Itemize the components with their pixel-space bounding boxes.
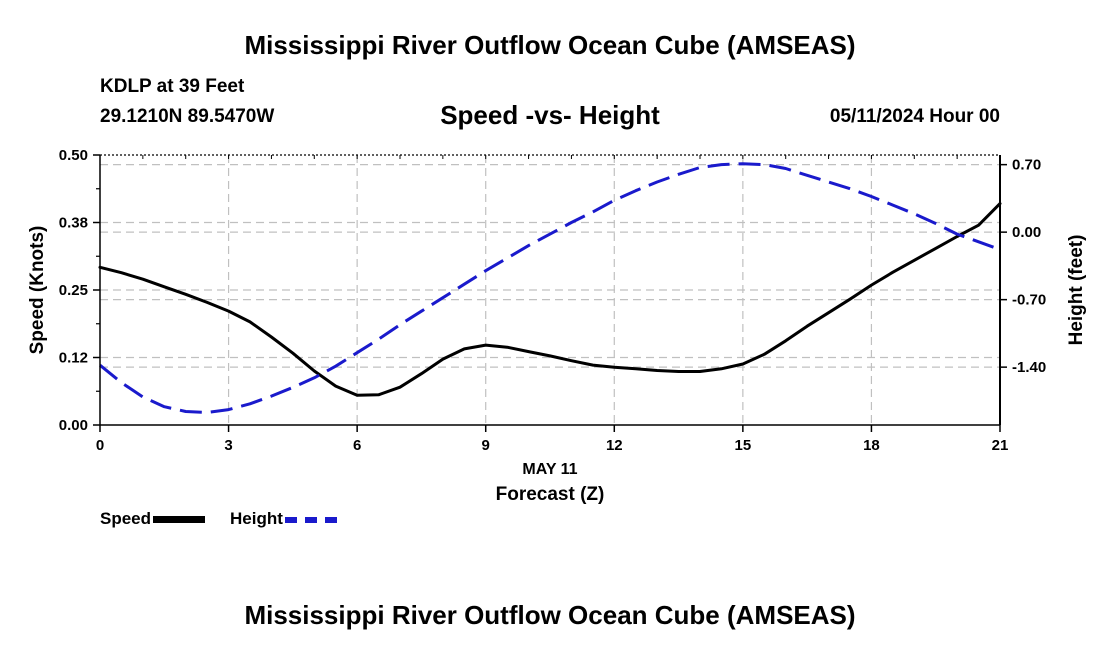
x-tick-label: 9 (482, 437, 490, 454)
legend-speed: Speed (100, 509, 206, 529)
y-left-tick-label: 0.38 (59, 215, 88, 232)
y-left-tick-label: 0.25 (59, 282, 88, 299)
series-layer (98, 162, 1002, 414)
frame-layer (93, 154, 1007, 432)
y-left-tick-label: 0.12 (59, 350, 88, 367)
x-tick-label: 0 (96, 437, 104, 454)
station-label: KDLP at 39 Feet (100, 76, 245, 97)
y-left-tick-label: 0.50 (59, 147, 88, 164)
legend-height-label: Height (230, 509, 283, 528)
x-tick-label: 12 (606, 437, 623, 454)
x-tick-label: 18 (863, 437, 880, 454)
legend-height-swatch (284, 516, 337, 523)
forecast-datetime: 05/11/2024 Hour 00 (829, 106, 1000, 127)
chart-title-bottom: Mississippi River Outflow Ocean Cube (AM… (244, 600, 856, 630)
x-tick-label: 15 (735, 437, 752, 454)
legend-speed-label: Speed (100, 509, 152, 528)
chart-title-top: Mississippi River Outflow Ocean Cube (AM… (244, 30, 856, 60)
x-tick-label: 3 (224, 437, 232, 454)
label-layer: 0 3 6 9 12 15 18 21 0.00 0.12 0.25 0.38 0.50 -1.40 -0.… (27, 147, 1087, 505)
y-right-tick-label: 0.00 (1012, 224, 1041, 241)
y-right-tick-label: 0.70 (1012, 157, 1041, 174)
x-axis-sublabel: MAY 11 (522, 461, 577, 478)
y-right-tick-label: -0.70 (1012, 292, 1046, 309)
coordinates-label: 29.1210N 89.5470W (100, 106, 275, 127)
x-tick-label: 6 (353, 437, 361, 454)
y-left-tick-label: 0.00 (59, 417, 88, 434)
y-right-tick-label: -1.40 (1012, 359, 1046, 376)
y-left-axis-label: Speed (Knots) (27, 226, 48, 355)
series-line-speed (98, 202, 1002, 397)
chart-subtitle: Speed -vs- Height (440, 100, 660, 130)
legend-height: Height (230, 509, 337, 529)
series-line-height (99, 162, 1001, 414)
grid-layer (100, 155, 1000, 425)
x-tick-label: 21 (992, 437, 1009, 454)
y-right-axis-label: Height (feet) (1066, 235, 1087, 346)
x-axis-label: Forecast (Z) (496, 484, 605, 505)
legend-speed-swatch (153, 516, 206, 524)
